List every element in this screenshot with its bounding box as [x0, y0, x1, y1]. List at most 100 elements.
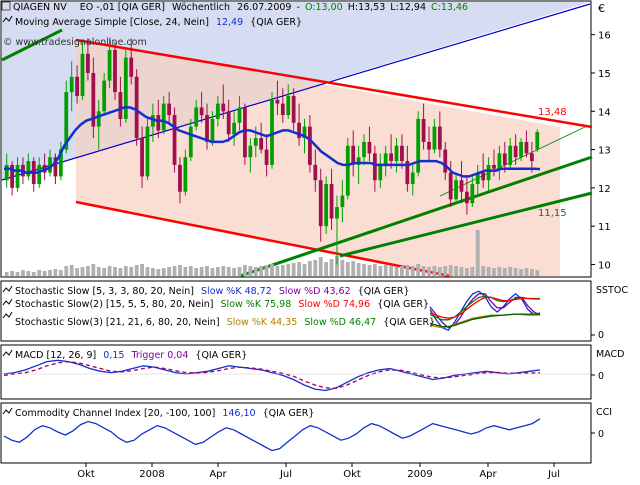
chart-collapse-icon[interactable] [1, 1, 11, 11]
candle[interactable] [167, 92, 172, 123]
candle[interactable] [356, 145, 361, 185]
candle[interactable] [259, 122, 264, 154]
candle[interactable] [410, 164, 415, 196]
candle[interactable] [432, 118, 437, 154]
candle[interactable] [10, 161, 15, 196]
candle[interactable] [123, 49, 128, 123]
candle[interactable] [454, 172, 458, 204]
candle[interactable] [102, 72, 107, 116]
candle[interactable] [318, 168, 323, 242]
candle[interactable] [394, 138, 399, 173]
candle[interactable] [172, 107, 177, 173]
candle[interactable] [232, 111, 236, 146]
candle[interactable] [367, 126, 372, 162]
blue-trendline[interactable] [1, 3, 591, 181]
candle[interactable] [156, 99, 161, 139]
candle[interactable] [313, 149, 318, 192]
candle[interactable] [199, 92, 204, 123]
candle[interactable] [443, 141, 448, 181]
candle[interactable] [497, 145, 502, 181]
candle[interactable] [270, 92, 274, 169]
candle[interactable] [389, 134, 394, 169]
candle[interactable] [69, 61, 74, 112]
candle[interactable] [448, 161, 453, 208]
red-channel-upper[interactable] [75, 38, 593, 129]
candle[interactable] [378, 153, 383, 188]
candle[interactable] [80, 42, 85, 100]
candle[interactable] [86, 38, 90, 81]
series-line-macd[interactable] [3, 359, 541, 392]
candle[interactable] [427, 126, 431, 162]
candle[interactable] [437, 111, 442, 158]
candle[interactable] [48, 149, 52, 177]
series-line-slow-d-3-[interactable] [429, 313, 540, 328]
candle[interactable] [96, 99, 101, 150]
candle[interactable] [513, 134, 518, 165]
candle[interactable] [400, 134, 404, 169]
candle[interactable] [324, 176, 329, 234]
candle[interactable] [129, 38, 134, 85]
candle[interactable] [194, 99, 199, 131]
candle[interactable] [15, 157, 20, 192]
candle[interactable] [183, 149, 188, 196]
candle[interactable] [340, 180, 345, 223]
candle[interactable] [226, 99, 231, 142]
candle[interactable] [188, 118, 193, 162]
candle[interactable] [75, 65, 79, 104]
candle[interactable] [264, 134, 269, 177]
candle[interactable] [421, 103, 426, 150]
candle[interactable] [205, 103, 209, 150]
candle[interactable] [26, 153, 31, 181]
candle[interactable] [286, 84, 291, 119]
red-channel-lower[interactable] [75, 200, 451, 278]
candle[interactable] [308, 115, 312, 173]
candle[interactable] [416, 111, 421, 177]
candle[interactable] [178, 157, 182, 204]
candle[interactable] [140, 126, 144, 188]
candle[interactable] [243, 103, 247, 165]
candle[interactable] [329, 168, 334, 231]
candle[interactable] [118, 76, 123, 127]
series-line-slow-k-2-[interactable] [429, 295, 540, 321]
candle[interactable] [58, 141, 63, 181]
candle[interactable] [107, 38, 112, 89]
candle[interactable] [519, 138, 523, 162]
candle[interactable] [113, 42, 117, 100]
candle[interactable] [150, 103, 155, 142]
candle[interactable] [459, 161, 464, 204]
candle[interactable] [524, 130, 529, 158]
candle[interactable] [470, 176, 475, 208]
candle[interactable] [237, 95, 242, 131]
candle[interactable] [508, 138, 513, 169]
candle[interactable] [53, 153, 58, 185]
candle[interactable] [405, 145, 410, 192]
green-support-line[interactable] [239, 155, 593, 278]
candle[interactable] [221, 84, 226, 119]
candle[interactable] [297, 103, 301, 146]
series-line-slow-d-2-[interactable] [429, 296, 540, 319]
candle[interactable] [465, 176, 469, 215]
candle[interactable] [91, 57, 96, 139]
candle[interactable] [345, 138, 350, 200]
candle[interactable] [335, 195, 339, 265]
candle[interactable] [248, 138, 253, 173]
candle[interactable] [291, 88, 296, 131]
series-line-trigger[interactable] [3, 360, 540, 389]
candle[interactable] [475, 164, 480, 196]
moving-average-line[interactable] [4, 106, 541, 178]
candle[interactable] [280, 88, 285, 123]
green-trendline-upper-left[interactable] [1, 28, 63, 62]
green-support-line-2[interactable] [339, 191, 593, 258]
candle[interactable] [383, 145, 388, 177]
candle[interactable] [372, 145, 377, 192]
series-line-cci[interactable] [3, 418, 541, 452]
candle[interactable] [210, 111, 215, 146]
candle[interactable] [161, 95, 166, 135]
candle[interactable] [275, 80, 280, 116]
candle[interactable] [215, 95, 220, 127]
candle[interactable] [4, 153, 9, 188]
candle[interactable] [486, 157, 491, 192]
candle[interactable] [351, 130, 356, 177]
candle[interactable] [145, 118, 150, 181]
candle[interactable] [362, 134, 366, 165]
